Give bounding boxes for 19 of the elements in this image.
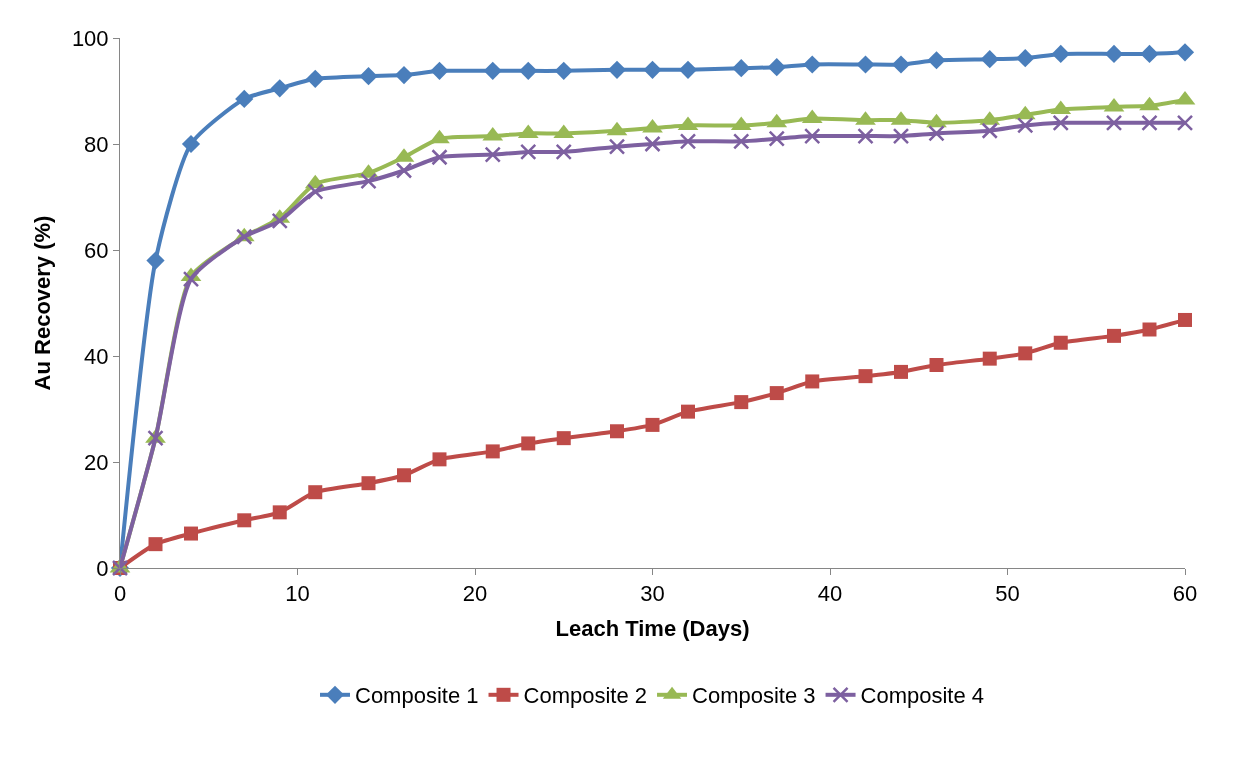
legend-label: Composite 4 bbox=[860, 683, 985, 709]
y-tick-label: 40 bbox=[84, 343, 109, 369]
x-axis-title: Leach Time (Days) bbox=[555, 616, 750, 642]
y-tick-label: 20 bbox=[84, 449, 109, 475]
legend-label: Composite 1 bbox=[355, 683, 479, 709]
legend-label: Composite 2 bbox=[523, 683, 648, 709]
x-tick-label: 0 bbox=[113, 581, 127, 607]
x-tick-label: 20 bbox=[462, 581, 488, 607]
x-tick-label: 10 bbox=[285, 581, 310, 607]
x-tick-label: 60 bbox=[1172, 581, 1198, 607]
y-tick-label: 80 bbox=[84, 131, 109, 157]
legend-label: Composite 3 bbox=[692, 683, 816, 709]
x-tick-label: 40 bbox=[817, 581, 843, 607]
x-tick-label: 50 bbox=[995, 581, 1020, 607]
y-axis-title: Au Recovery (%) bbox=[29, 215, 55, 391]
y-tick-label: 100 bbox=[71, 25, 109, 51]
x-tick-label: 30 bbox=[640, 581, 665, 607]
y-tick-label: 60 bbox=[84, 237, 109, 263]
y-tick-label: 0 bbox=[96, 555, 109, 581]
